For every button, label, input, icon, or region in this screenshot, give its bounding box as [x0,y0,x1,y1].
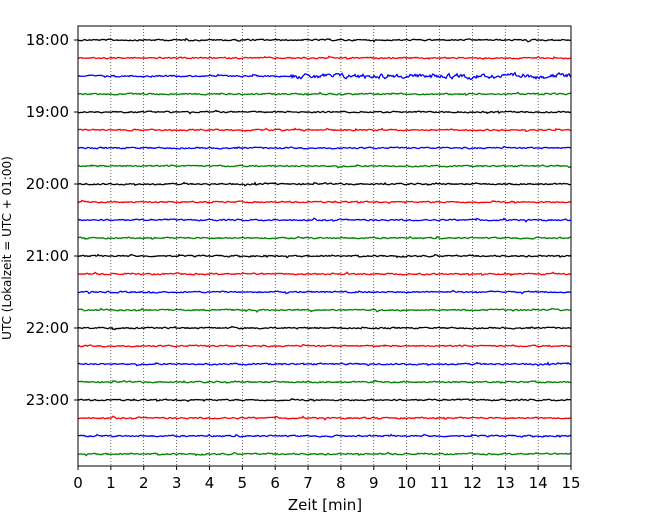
trace-2215 [77,343,572,348]
y-axis-label: UTC (Lokalzeit = UTC + 01:00) [0,156,14,340]
y-tick-label: 20:00 [26,175,69,193]
trace-1800 [77,37,572,43]
trace-1945 [78,164,572,169]
x-tick-label: 11 [430,474,449,492]
trace-2045 [77,235,572,240]
trace-2145 [77,307,572,314]
vertical-gridlines [110,26,539,466]
trace-2000 [77,181,572,187]
x-tick-label: 1 [106,474,116,492]
traces [77,37,572,457]
trace-2300 [77,397,572,403]
x-tick-label: 5 [238,474,248,492]
y-tick-label: 23:00 [26,391,69,409]
x-tick-label: 0 [73,474,83,492]
trace-2030 [77,217,572,223]
x-ticks: 0 1 2 3 4 5 6 7 8 9 10 11 12 13 14 15 [73,466,581,492]
x-tick-label: 13 [496,474,515,492]
x-tick-label: 2 [139,474,149,492]
x-tick-label: 6 [270,474,280,492]
trace-2345 [77,451,572,457]
trace-1830 [77,71,572,81]
trace-2130 [77,289,572,295]
trace-2115 [77,271,572,277]
trace-1900 [77,109,572,115]
trace-2315 [77,415,572,421]
y-tick-label: 19:00 [26,103,69,121]
trace-2245 [77,379,572,385]
trace-1915 [77,127,572,133]
x-tick-label: 15 [561,474,580,492]
x-tick-label: 3 [172,474,182,492]
trace-2230 [77,361,572,367]
x-tick-label: 7 [303,474,313,492]
x-tick-label: 8 [336,474,346,492]
y-tick-label: 22:00 [26,319,69,337]
y-tick-label: 18:00 [26,31,69,49]
y-tick-label: 21:00 [26,247,69,265]
y-ticks: 18:00 19:00 20:00 21:00 22:00 23:00 [26,31,78,409]
trace-2015 [77,199,572,205]
trace-1930 [77,145,572,150]
x-tick-label: 9 [369,474,379,492]
trace-2330 [77,433,572,438]
trace-1845 [77,91,572,96]
trace-2100 [77,253,572,259]
x-axis-label: Zeit [min] [288,496,362,514]
trace-1815 [77,55,572,60]
x-tick-label: 14 [529,474,548,492]
x-tick-label: 12 [463,474,482,492]
trace-2200 [77,325,572,331]
x-tick-label: 10 [397,474,416,492]
plot-frame [77,25,572,467]
x-tick-label: 4 [205,474,215,492]
